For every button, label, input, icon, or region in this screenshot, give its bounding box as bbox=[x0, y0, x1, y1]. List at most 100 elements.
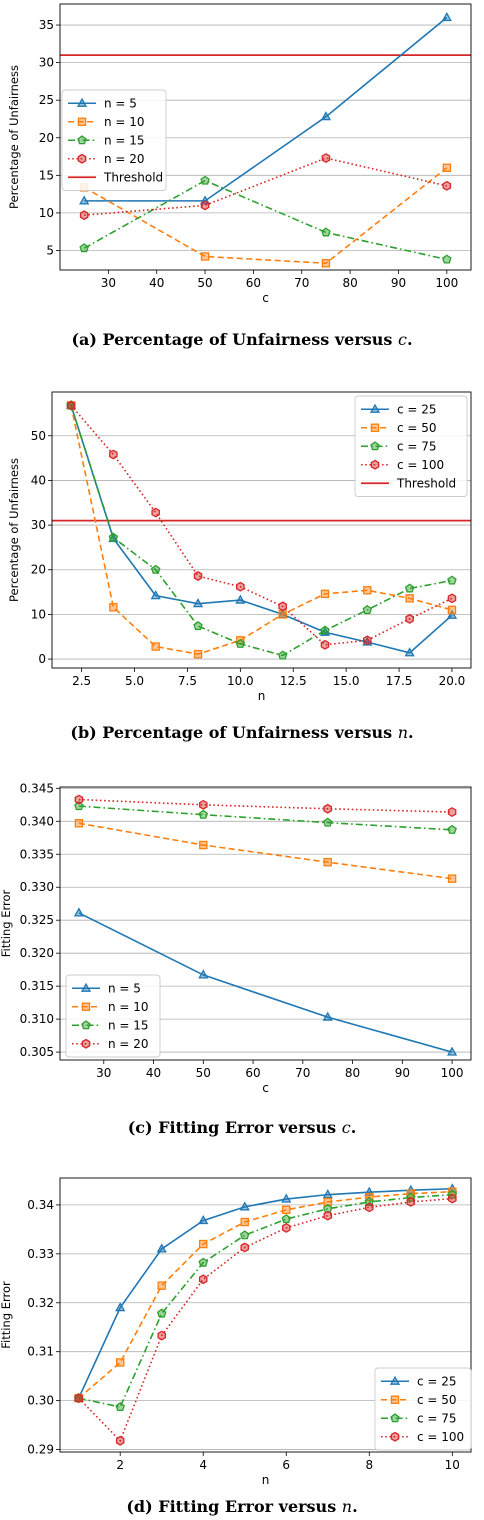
data-point bbox=[278, 610, 287, 619]
y-axis-label: Percentage of Unfairness bbox=[7, 65, 21, 209]
legend-label: n = 10 bbox=[108, 1000, 149, 1014]
x-tick-label: 8 bbox=[365, 1458, 373, 1472]
data-point bbox=[108, 532, 119, 542]
data-point bbox=[321, 153, 331, 163]
x-tick-label: 50 bbox=[196, 1066, 211, 1080]
legend-label: n = 5 bbox=[104, 96, 137, 110]
y-axis-label: Percentage of Unfairness bbox=[7, 458, 21, 602]
data-point bbox=[193, 571, 203, 581]
caption-text: (d) Fitting Error versus bbox=[126, 1497, 341, 1516]
data-point bbox=[156, 1243, 167, 1253]
legend-label: c = 25 bbox=[397, 402, 437, 416]
series-line-2 bbox=[78, 1190, 453, 1399]
legend-box bbox=[61, 89, 167, 191]
data-point bbox=[447, 575, 457, 585]
series-line-1 bbox=[84, 16, 448, 202]
data-point bbox=[193, 649, 203, 659]
series-line-2 bbox=[78, 822, 453, 880]
legend-label: n = 10 bbox=[104, 115, 145, 129]
data-point bbox=[364, 1196, 375, 1207]
y-tick-label: 5 bbox=[46, 243, 54, 257]
caption-variable: c bbox=[398, 330, 407, 349]
x-tick-label: 2 bbox=[116, 1458, 124, 1472]
data-point bbox=[404, 647, 415, 657]
legend-marker bbox=[77, 117, 87, 126]
caption-period: . bbox=[351, 1118, 357, 1137]
x-tick-label: 40 bbox=[149, 276, 164, 290]
series-line-3 bbox=[78, 805, 453, 831]
data-point bbox=[447, 807, 457, 818]
plot-frame bbox=[59, 1177, 472, 1453]
data-point bbox=[282, 1205, 291, 1215]
data-point bbox=[405, 613, 414, 624]
x-tick-label: 60 bbox=[246, 276, 261, 290]
x-tick-label: 60 bbox=[245, 1066, 260, 1080]
legend-marker bbox=[370, 423, 380, 432]
y-tick-label: 0 bbox=[38, 652, 46, 666]
data-point bbox=[150, 590, 161, 600]
series-line-3 bbox=[70, 405, 453, 657]
x-tick-label: 80 bbox=[345, 1066, 360, 1080]
y-tick-label: 0.305 bbox=[20, 1045, 54, 1059]
series-line-1 bbox=[77, 1187, 453, 1399]
y-tick-label: 0.320 bbox=[20, 946, 54, 960]
chart-4: 0.29 0.30 0.31 0.32 0.33 0.34 2 4 6 8 10 n Fitting E… bbox=[0, 1177, 472, 1516]
legend-label: c = 75 bbox=[397, 439, 437, 453]
legend: c = 25 c = 50 c = 75 c = 100 bbox=[374, 1367, 472, 1451]
y-tick-label: 10 bbox=[31, 607, 46, 621]
data-point bbox=[448, 1193, 457, 1204]
x-tick-label: 50 bbox=[197, 276, 212, 290]
x-tick-label: 30 bbox=[101, 276, 116, 290]
data-point bbox=[442, 180, 452, 191]
series-line-3 bbox=[83, 179, 447, 261]
x-axis-label: c bbox=[262, 291, 269, 305]
data-point bbox=[74, 819, 84, 828]
y-tick-label: 50 bbox=[31, 429, 46, 443]
data-point bbox=[447, 593, 457, 604]
y-tick-label: 0.33 bbox=[27, 1247, 54, 1261]
figure-caption: (a) Percentage of Unfairness versus c. bbox=[71, 330, 412, 349]
data-point bbox=[321, 227, 331, 237]
data-point bbox=[363, 586, 372, 595]
data-point bbox=[73, 907, 85, 917]
data-point bbox=[79, 195, 90, 205]
legend-marker bbox=[369, 403, 381, 413]
data-point bbox=[199, 840, 208, 850]
legend-label: n = 15 bbox=[108, 1018, 149, 1032]
legend-box bbox=[354, 395, 468, 497]
data-point bbox=[198, 1215, 209, 1225]
legend-label: c = 75 bbox=[417, 1411, 457, 1425]
x-tick-label: 100 bbox=[441, 1066, 464, 1080]
y-tick-label: 0.340 bbox=[20, 814, 54, 828]
data-point bbox=[442, 254, 452, 264]
legend-marker bbox=[80, 982, 92, 992]
x-tick-label: 5.0 bbox=[125, 674, 144, 688]
data-point bbox=[74, 794, 84, 805]
data-point bbox=[278, 601, 287, 612]
data-point bbox=[320, 639, 330, 650]
data-point bbox=[240, 1242, 250, 1253]
y-tick-label: 30 bbox=[31, 518, 46, 532]
caption-period: . bbox=[407, 330, 413, 349]
series-line-1 bbox=[70, 405, 453, 654]
data-point bbox=[446, 609, 458, 619]
legend-marker bbox=[81, 1002, 91, 1011]
data-point bbox=[320, 589, 330, 599]
caption-period: . bbox=[352, 1497, 358, 1516]
data-point bbox=[79, 210, 89, 221]
legend-marker bbox=[370, 441, 380, 451]
x-tick-label: 10 bbox=[445, 1458, 460, 1472]
data-point bbox=[198, 969, 209, 979]
x-axis-label: n bbox=[258, 689, 266, 703]
caption-variable: n bbox=[342, 1497, 352, 1516]
x-axis-label: c bbox=[262, 1081, 269, 1095]
data-point bbox=[322, 1011, 333, 1021]
y-tick-label: 0.330 bbox=[20, 880, 54, 894]
x-tick-label: 17.5 bbox=[386, 674, 413, 688]
caption-text: (b) Percentage of Unfairness versus bbox=[70, 723, 397, 742]
legend-marker bbox=[390, 1431, 400, 1442]
legend-label: n = 5 bbox=[108, 981, 141, 995]
legend-label: Threshold bbox=[396, 476, 456, 490]
legend-label: c = 50 bbox=[417, 1393, 457, 1407]
caption-text: (a) Percentage of Unfairness versus bbox=[71, 330, 398, 349]
